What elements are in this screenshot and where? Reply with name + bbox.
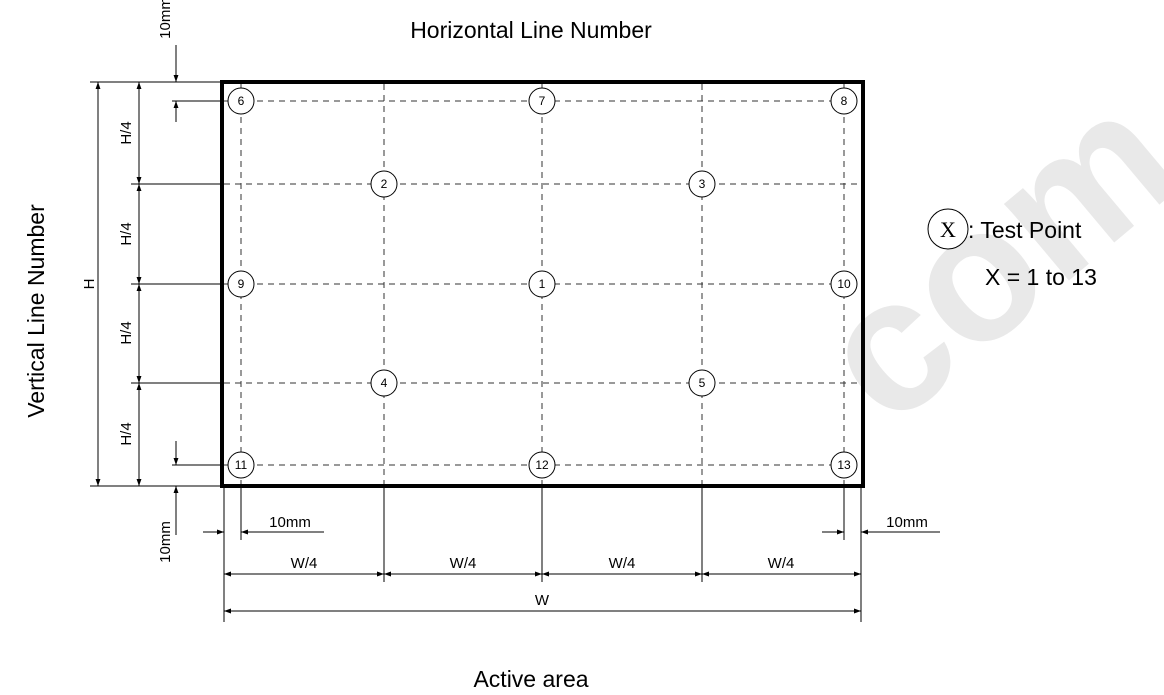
- test-point-1: 1: [528, 270, 556, 298]
- test-point-2: 2: [370, 170, 398, 198]
- dimension-label-w4-1: W/4: [291, 555, 318, 572]
- test-point-9: 9: [227, 270, 255, 298]
- test-point-label-13: 13: [837, 458, 851, 472]
- test-point-label-5: 5: [699, 376, 706, 390]
- dimension-label-10mm-right: 10mm: [886, 514, 928, 531]
- dimension-label-w4-2: W/4: [450, 555, 477, 572]
- dimension-label-h: H: [81, 279, 98, 290]
- dimension-label-10mm-left: 10mm: [269, 514, 311, 531]
- dimension-label-h4-4: H/4: [118, 422, 135, 445]
- test-point-label-4: 4: [381, 376, 388, 390]
- active-area-label: Active area: [473, 666, 588, 692]
- test-point-label-1: 1: [539, 277, 546, 291]
- test-point-11: 11: [227, 451, 255, 479]
- height-dimensions: [90, 45, 222, 535]
- test-point-6: 6: [227, 87, 255, 115]
- legend-text: : Test Point: [968, 217, 1082, 243]
- test-point-label-2: 2: [381, 177, 388, 191]
- legend: X : Test Point X = 1 to 13: [927, 208, 1097, 290]
- dimension-label-w4-3: W/4: [609, 555, 636, 572]
- test-point-7: 7: [528, 87, 556, 115]
- test-point-10: 10: [830, 270, 858, 298]
- dimension-label-10mm-bottom: 10mm: [157, 521, 174, 563]
- dimension-label-w: W: [535, 592, 550, 609]
- test-point-label-10: 10: [837, 277, 851, 291]
- test-point-label-6: 6: [238, 94, 245, 108]
- legend-symbol-circle: [927, 208, 969, 250]
- test-points: 1 2 3 4 5 6 7 8 9 10 11 12 13: [227, 87, 858, 479]
- test-point-label-12: 12: [535, 458, 549, 472]
- test-point-label-11: 11: [235, 458, 248, 472]
- dimension-label-w4-4: W/4: [768, 555, 795, 572]
- test-point-label-8: 8: [841, 94, 848, 108]
- test-point-3: 3: [688, 170, 716, 198]
- horizontal-line-title: Horizontal Line Number: [410, 17, 652, 43]
- test-point-5: 5: [688, 369, 716, 397]
- width-dimensions: [203, 486, 940, 622]
- test-point-label-9: 9: [238, 277, 245, 291]
- test-point-4: 4: [370, 369, 398, 397]
- legend-symbol-x: X: [940, 217, 956, 242]
- legend-range: X = 1 to 13: [985, 264, 1097, 290]
- dimension-label-h4-2: H/4: [118, 222, 135, 245]
- dimension-label-h4-3: H/4: [118, 321, 135, 344]
- vertical-line-title: Vertical Line Number: [23, 204, 49, 418]
- test-point-12: 12: [528, 451, 556, 479]
- test-point-label-7: 7: [539, 94, 546, 108]
- dimension-label-10mm-top: 10mm: [157, 0, 174, 39]
- test-point-label-3: 3: [699, 177, 706, 191]
- test-point-8: 8: [830, 87, 858, 115]
- test-point-13: 13: [830, 451, 858, 479]
- dimension-label-h4-1: H/4: [118, 121, 135, 144]
